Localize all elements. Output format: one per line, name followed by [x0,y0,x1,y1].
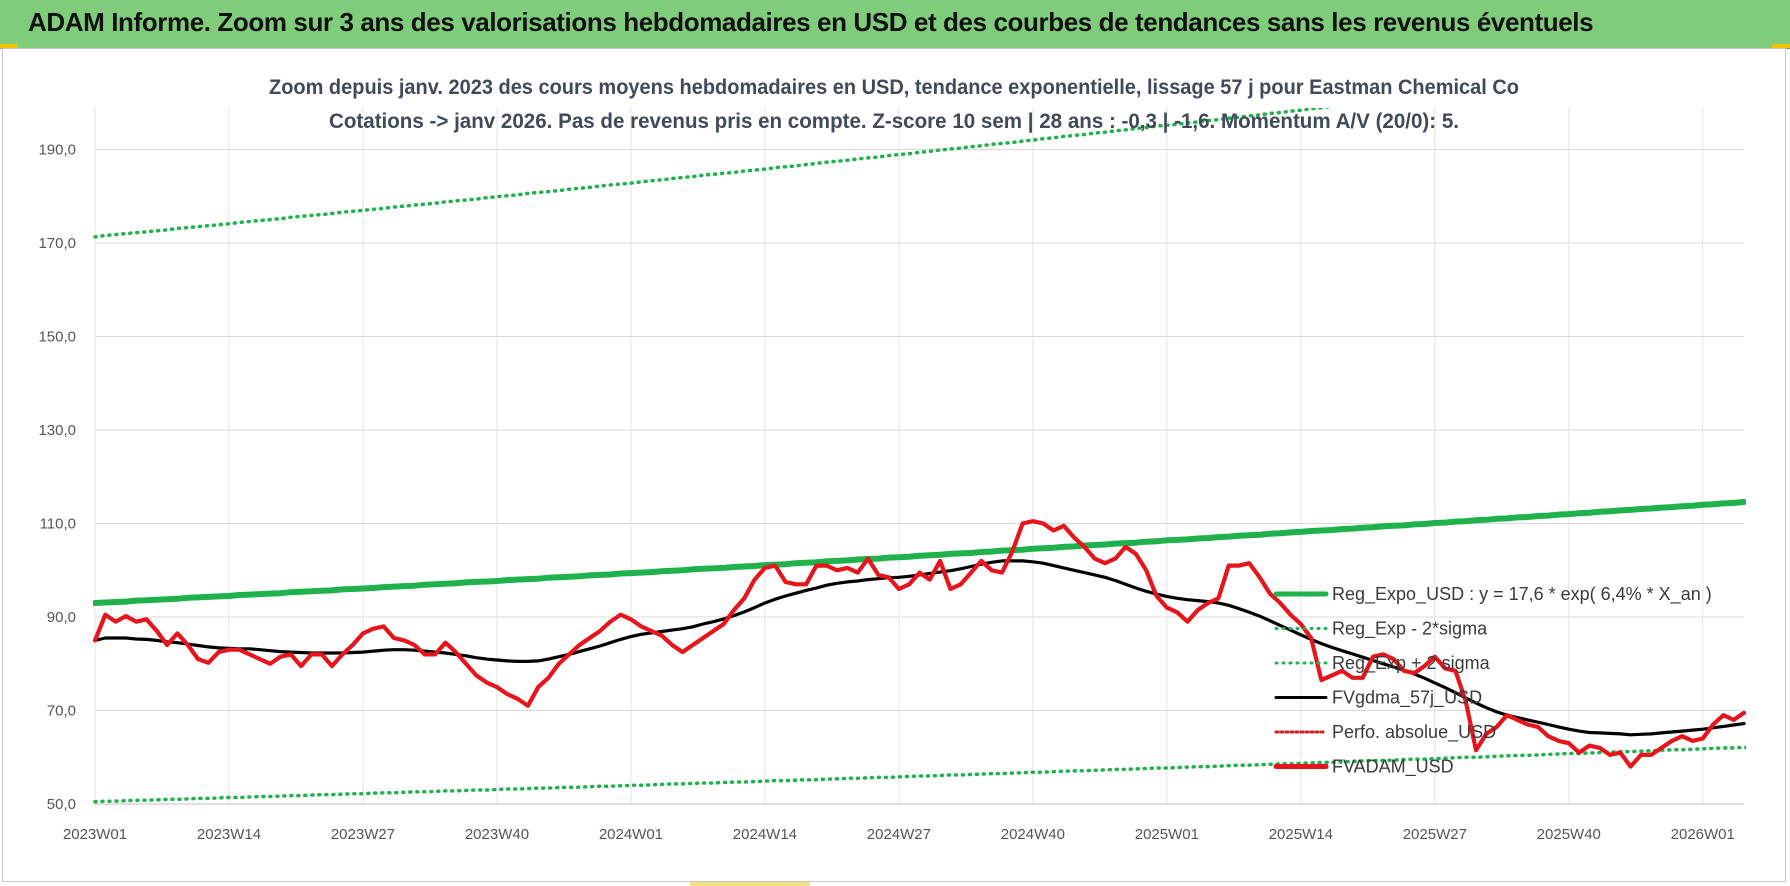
y-tick-label: 130,0 [38,422,76,439]
banner-corner-right [1772,44,1790,48]
y-tick-label: 190,0 [38,142,76,159]
y-tick-label: 150,0 [38,329,76,346]
series-line-0 [93,499,1746,606]
legend-label: Reg_Expo_USD : y = 17,6 * exp( 6,4% * X_… [1332,584,1712,605]
legend-label: Reg_Exp - 2*sigma [1332,619,1488,640]
y-tick-label: 70,0 [47,703,76,720]
x-tick-label: 2025W27 [1403,826,1467,843]
x-tick-label: 2024W27 [867,826,931,843]
x-tick-label: 2025W01 [1135,826,1199,843]
page-title: ADAM Informe. Zoom sur 3 ans des valoris… [28,7,1594,37]
x-tick-label: 2023W01 [63,826,127,843]
series-line-1 [93,745,1746,804]
x-tick-label: 2023W40 [465,826,529,843]
x-tick-label: 2024W14 [733,826,797,843]
banner-corner-left [0,44,18,48]
legend-label: FVgdma_57j_USD [1332,688,1482,709]
x-tick-label: 2024W40 [1001,826,1065,843]
chart-title-line1: Zoom depuis janv. 2023 des cours moyens … [269,76,1519,99]
legend-label: Perfo. absolue_USD [1332,722,1496,743]
x-tick-label: 2023W27 [331,826,395,843]
bottom-scroll-mark [690,882,810,886]
y-tick-label: 170,0 [38,235,76,252]
y-tick-label: 110,0 [40,516,76,533]
chart-title-line2: Cotations -> janv 2026. Pas de revenus p… [329,110,1459,133]
x-tick-label: 2025W40 [1537,826,1601,843]
legend-label: Reg_Exp + 2 sigma [1332,653,1491,674]
x-tick-label: 2025W14 [1269,826,1333,843]
title-banner: ADAM Informe. Zoom sur 3 ans des valoris… [0,0,1790,49]
series-line-5 [93,519,1746,769]
legend-label: FVADAM_USD [1332,757,1454,778]
x-tick-label: 2024W01 [599,826,663,843]
chart-frame [2,48,1786,882]
y-tick-label: 90,0 [47,609,76,626]
series-line-2 [93,108,1335,239]
x-tick-label: 2023W14 [197,826,261,843]
y-tick-label: 50,0 [47,796,76,813]
series-group [93,108,1746,804]
x-tick-label: 2026W01 [1671,826,1735,843]
